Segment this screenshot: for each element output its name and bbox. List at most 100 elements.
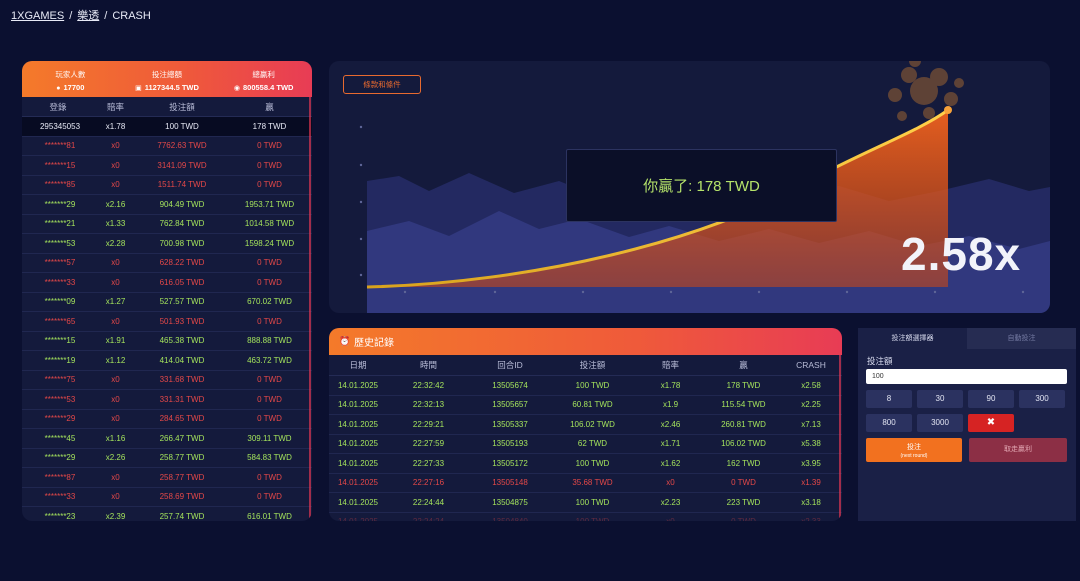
chip-300[interactable]: 300 (1019, 390, 1065, 408)
history-title: 歷史記錄 (354, 338, 394, 349)
bet-row: *******45 x1.16 266.47 TWD 309.11 TWD (22, 429, 312, 449)
chip-800[interactable]: 800 (866, 414, 912, 432)
history-list[interactable]: 14.01.2025 22:32:42 13505674 100 TWD x1.78 17… (329, 376, 842, 521)
history-odds: x1.62 (660, 458, 681, 468)
bet-amount-input[interactable] (866, 369, 1067, 384)
bet-amount: 258.69 TWD (159, 492, 205, 502)
bet-user: *******33 (44, 492, 76, 502)
bet-odds: x0 (111, 160, 120, 170)
bet-user: *******45 (44, 433, 76, 443)
history-round-id: 13505148 (492, 478, 528, 488)
bet-amount: 628.22 TWD (159, 258, 205, 268)
bets-list[interactable]: 295345053 x1.78 100 TWD 178 TWD *******81 x0 7… (22, 117, 312, 521)
history-odds: x2.46 (660, 419, 681, 429)
bet-row: *******53 x0 331.31 TWD 0 TWD (22, 390, 312, 410)
bet-win: 670.02 TWD (247, 297, 292, 307)
bet-amount: 258.77 TWD (159, 472, 205, 482)
column-user: 登錄 (49, 101, 67, 112)
bet-odds: x0 (111, 394, 120, 404)
chip-3000[interactable]: 3000 (917, 414, 963, 432)
history-win: 0 TWD (731, 478, 756, 488)
explosion-icon (888, 61, 964, 121)
total-win-stat: 總贏利 ◉ 800558.4 TWD (215, 61, 312, 97)
history-date: 14.01.2025 (337, 419, 379, 429)
current-multiplier: 2.58x (901, 228, 1022, 280)
bet-odds: x0 (111, 316, 120, 326)
history-odds: x0 (666, 478, 675, 488)
history-crash: x7.13 (801, 419, 821, 429)
history-round-id: 13505193 (492, 439, 528, 449)
bet-row: *******29 x0 284.65 TWD 0 TWD (22, 410, 312, 429)
bet-row: *******53 x2.28 700.98 TWD 1598.24 TWD (22, 234, 312, 254)
tab-auto-bet[interactable]: 自動投注 (967, 328, 1076, 349)
bet-row: *******87 x0 258.77 TWD 0 TWD (22, 468, 312, 488)
bet-amount: 284.65 TWD (159, 414, 205, 424)
bets-scrollbar[interactable] (309, 97, 311, 521)
breadcrumb-section[interactable]: 樂透 (77, 10, 100, 22)
history-bet: 100 TWD (575, 458, 610, 468)
history-row: 14.01.2025 22:27:59 13505193 62 TWD x1.71 106… (329, 435, 842, 454)
history-time: 22:24:24 (387, 517, 470, 521)
curve-head-dot (944, 106, 952, 114)
bet-user: *******57 (44, 258, 76, 268)
bet-win: 0 TWD (257, 180, 282, 190)
history-date: 14.01.2025 (337, 458, 379, 468)
bet-win: 309.11 TWD (247, 433, 292, 443)
bet-user: *******85 (44, 180, 76, 190)
history-row: 14.01.2025 22:24:44 13504875 100 TWD x2.23 22… (329, 493, 842, 513)
cashout-button[interactable]: 取走贏利 (969, 438, 1067, 462)
history-round-id: 13504875 (492, 497, 528, 507)
breadcrumb-separator: / (104, 10, 108, 22)
chip-8[interactable]: 8 (866, 390, 912, 408)
chip-90[interactable]: 90 (968, 390, 1014, 408)
place-bet-button[interactable]: 投注 (next round) (866, 438, 962, 462)
history-date: 14.01.2025 (337, 497, 379, 507)
bet-odds: x0 (111, 414, 120, 424)
bet-amount: 501.93 TWD (159, 316, 205, 326)
clock-icon: ⏰ (339, 336, 351, 346)
history-row: 14.01.2025 22:27:33 13505172 100 TWD x1.62 16… (329, 454, 842, 474)
bet-win: 0 TWD (257, 394, 282, 404)
players-stat: 玩家人數 ● 17700 (22, 61, 119, 97)
bet-row: *******23 x2.39 257.74 TWD 616.01 TWD (22, 507, 312, 521)
column-time: 時間 (419, 360, 437, 370)
history-time: 22:32:42 (412, 380, 445, 390)
history-row: 14.01.2025 22:32:42 13505674 100 TWD x1.78 17… (329, 376, 842, 396)
tab-amount-selector[interactable]: 投注額選擇器 (858, 328, 967, 349)
players-value: 17700 (63, 83, 85, 92)
bet-controls: 投注額選擇器 自動投注 投注額 8 30 90 300 800 3000 ✖ 投… (858, 328, 1076, 521)
clear-amount-button[interactable]: ✖ (968, 414, 1014, 432)
bet-odds: x0 (111, 258, 120, 268)
bet-amount: 414.04 TWD (159, 355, 205, 365)
bet-amount: 700.98 TWD (159, 238, 205, 248)
history-bet: 100 TWD (575, 380, 610, 390)
history-win: 260.81 TWD (721, 419, 766, 429)
history-round-id: 13505657 (492, 400, 528, 410)
history-time: 22:27:59 (412, 439, 445, 449)
history-scrollbar[interactable] (839, 355, 841, 521)
bet-row: *******81 x0 7762.63 TWD 0 TWD (22, 137, 312, 156)
history-date: 14.01.2025 (329, 517, 387, 521)
breadcrumb-home[interactable]: 1XGAMES (11, 10, 65, 22)
column-crash: CRASH (796, 360, 826, 370)
history-round-id: 13505674 (492, 380, 528, 390)
history-win: 115.54 TWD (721, 400, 766, 410)
terms-button[interactable]: 條款和條件 (343, 75, 421, 94)
bet-odds: x2.39 (105, 511, 126, 521)
history-header: ⏰ 歷史記錄 (329, 328, 842, 355)
history-crash: x5.38 (801, 439, 821, 449)
history-round-id: 13505172 (492, 458, 528, 468)
history-crash: x3.18 (801, 497, 821, 507)
history-crash: x1.39 (801, 478, 821, 488)
chip-30[interactable]: 30 (917, 390, 963, 408)
total-win-label: 總贏利 (252, 70, 275, 79)
bet-user: 295345053 (39, 121, 81, 131)
bet-amount: 100 TWD (165, 121, 199, 131)
history-row: 14.01.2025 22:32:13 13505657 60.81 TWD x1.9 1… (329, 396, 842, 415)
history-bet: 62 TWD (577, 439, 608, 449)
bet-row: *******19 x1.12 414.04 TWD 463.72 TWD (22, 351, 312, 371)
bets-stats-header: 玩家人數 ● 17700 投注總額 ▣ 1127344.5 TWD 總贏利 ◉ 800… (22, 61, 312, 97)
bet-win: 888.88 TWD (247, 336, 292, 346)
bet-user: *******09 (44, 297, 76, 307)
bet-odds: x0 (111, 492, 120, 502)
